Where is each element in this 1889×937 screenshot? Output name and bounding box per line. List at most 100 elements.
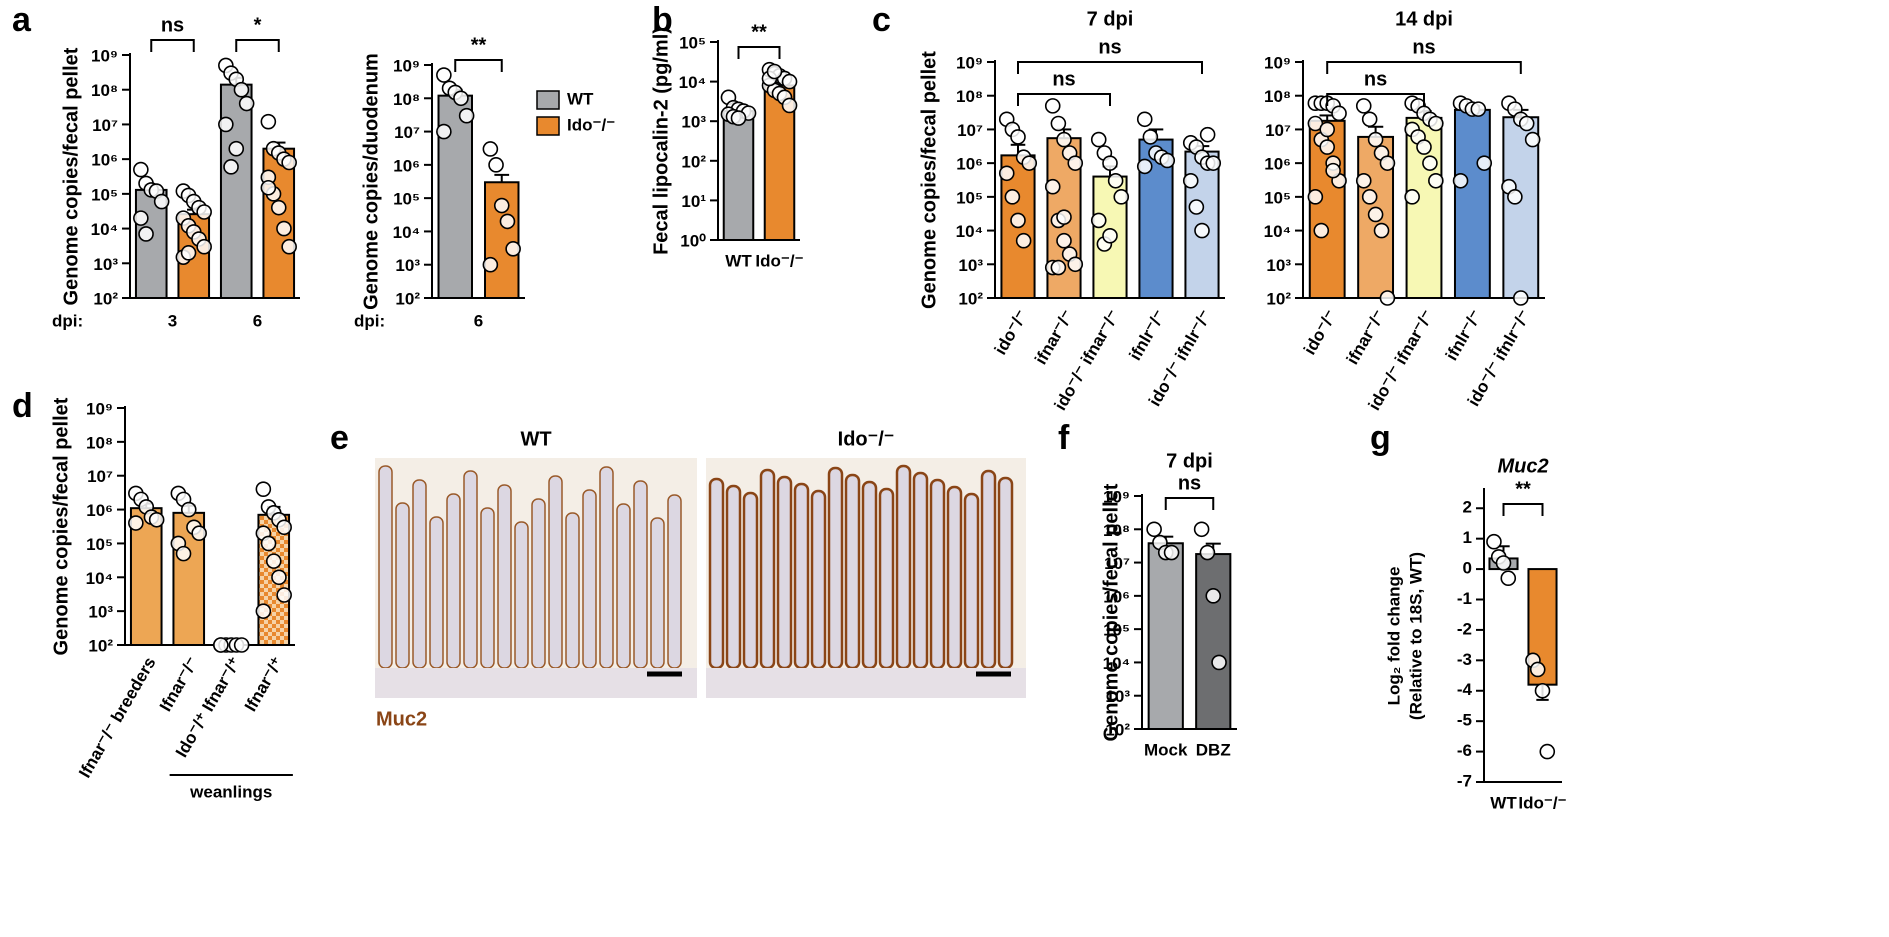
y-tick-label: 10⁴ bbox=[956, 222, 983, 241]
y-tick-label: 10² bbox=[1266, 289, 1291, 308]
significance-bracket bbox=[1326, 61, 1522, 74]
x-tick-label: ido⁻/⁻ bbox=[1300, 307, 1341, 358]
data-point bbox=[1136, 111, 1153, 128]
data-point bbox=[458, 107, 475, 124]
data-point bbox=[1319, 139, 1335, 155]
y-tick-label: 10⁵ bbox=[393, 190, 420, 209]
data-point bbox=[191, 525, 207, 542]
y-tick-label: 10¹ bbox=[681, 192, 706, 211]
significance-label: ns bbox=[161, 14, 184, 36]
y-axis-label: Genome copies/fecal pellet bbox=[60, 47, 82, 305]
villus bbox=[946, 485, 963, 670]
bar bbox=[1195, 553, 1232, 731]
data-point bbox=[260, 535, 277, 552]
y-axis-label: Genome copies/duodenum bbox=[360, 53, 382, 310]
data-point bbox=[271, 569, 287, 586]
y-tick-label: 10⁵ bbox=[1264, 188, 1291, 207]
data-point bbox=[196, 204, 212, 220]
significance-bracket bbox=[1164, 497, 1215, 510]
x-prefix: dpi: bbox=[52, 311, 83, 330]
data-point bbox=[1050, 259, 1067, 276]
data-point bbox=[781, 73, 798, 90]
data-point bbox=[1373, 222, 1390, 239]
y-tick-label: 10⁵ bbox=[1103, 621, 1130, 640]
y-tick-label: 10⁵ bbox=[679, 33, 706, 52]
data-point bbox=[1056, 209, 1072, 225]
villus bbox=[446, 493, 461, 669]
y-tick-label: 10⁷ bbox=[394, 123, 420, 142]
data-point bbox=[1404, 189, 1420, 205]
data-point bbox=[281, 238, 297, 255]
y-tick-label: 1 bbox=[1463, 528, 1472, 547]
data-point bbox=[1044, 178, 1061, 195]
data-point bbox=[1313, 222, 1330, 239]
bar bbox=[129, 507, 163, 646]
significance-bracket bbox=[1326, 93, 1425, 106]
data-point bbox=[1199, 544, 1216, 561]
villus bbox=[480, 507, 495, 669]
significance-label: ns bbox=[1364, 68, 1387, 90]
data-point bbox=[281, 154, 297, 171]
y-tick-label: 10⁹ bbox=[956, 53, 983, 72]
data-point bbox=[1021, 155, 1038, 171]
y-tick-label: 10⁸ bbox=[1103, 521, 1130, 540]
panel-letter: f bbox=[1058, 419, 1070, 457]
y-tick-label: 10⁴ bbox=[393, 223, 420, 242]
y-tick-label: 10³ bbox=[958, 256, 983, 275]
y-tick-label: 10⁷ bbox=[92, 116, 118, 135]
significance-label: ** bbox=[471, 34, 487, 56]
data-point bbox=[1452, 172, 1469, 189]
villus bbox=[395, 502, 410, 669]
y-tick-label: 10⁷ bbox=[957, 121, 983, 140]
data-point bbox=[138, 226, 154, 242]
legend-swatch bbox=[536, 90, 560, 110]
data-point bbox=[1422, 155, 1438, 171]
data-point bbox=[1102, 227, 1118, 244]
data-point bbox=[1355, 172, 1372, 189]
chart-title: 7 dpi bbox=[1087, 8, 1134, 30]
data-point bbox=[1518, 115, 1535, 132]
data-point bbox=[493, 197, 510, 214]
data-point bbox=[1113, 189, 1130, 205]
villus bbox=[759, 468, 776, 670]
x-tick-label: DBZ bbox=[1196, 740, 1231, 759]
y-axis-label: Genome copies/fecal pellet bbox=[1100, 483, 1122, 741]
significance-label: * bbox=[254, 14, 262, 36]
significance-bracket bbox=[737, 46, 781, 59]
x-tick-label: ido⁻/⁻ bbox=[991, 307, 1032, 358]
panel-letter: g bbox=[1370, 419, 1391, 457]
significance-label: ns bbox=[1178, 472, 1201, 494]
y-tick-label: 2 bbox=[1463, 498, 1472, 517]
y-tick-label: 10⁵ bbox=[86, 535, 113, 554]
y-tick-label: -7 bbox=[1457, 771, 1472, 790]
data-point bbox=[228, 140, 245, 157]
y-tick-label: 10² bbox=[395, 289, 420, 308]
y-tick-label: -1 bbox=[1457, 589, 1472, 608]
data-point bbox=[1044, 98, 1061, 114]
data-point bbox=[148, 511, 165, 528]
significance-label: ** bbox=[751, 21, 767, 43]
villus bbox=[929, 478, 946, 670]
significance-label: ns bbox=[1098, 36, 1121, 58]
villus bbox=[514, 521, 529, 669]
villus bbox=[861, 480, 878, 670]
data-point bbox=[260, 179, 277, 196]
data-point bbox=[153, 193, 170, 210]
villus bbox=[378, 465, 393, 669]
data-point bbox=[265, 553, 282, 569]
y-tick-label: 10⁴ bbox=[86, 569, 113, 588]
villus bbox=[708, 477, 725, 670]
data-point bbox=[1361, 189, 1378, 205]
legend-label: Ido⁻/⁻ bbox=[567, 115, 615, 134]
data-point bbox=[1015, 232, 1032, 249]
data-point bbox=[233, 81, 250, 98]
data-point bbox=[482, 141, 499, 157]
y-tick-label: 10⁶ bbox=[1103, 587, 1130, 606]
data-point bbox=[998, 165, 1015, 182]
y-tick-label: 10⁶ bbox=[91, 151, 118, 170]
x-tick-label: Ido⁻/⁻ bbox=[755, 251, 803, 270]
data-point bbox=[1325, 162, 1341, 179]
data-point bbox=[453, 90, 469, 107]
data-point bbox=[1056, 131, 1072, 148]
data-point bbox=[1163, 544, 1180, 561]
